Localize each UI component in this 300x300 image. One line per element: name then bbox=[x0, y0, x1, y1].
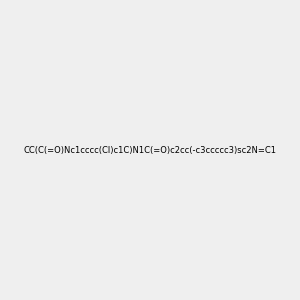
Text: CC(C(=O)Nc1cccc(Cl)c1C)N1C(=O)c2cc(-c3ccccc3)sc2N=C1: CC(C(=O)Nc1cccc(Cl)c1C)N1C(=O)c2cc(-c3cc… bbox=[23, 146, 277, 154]
